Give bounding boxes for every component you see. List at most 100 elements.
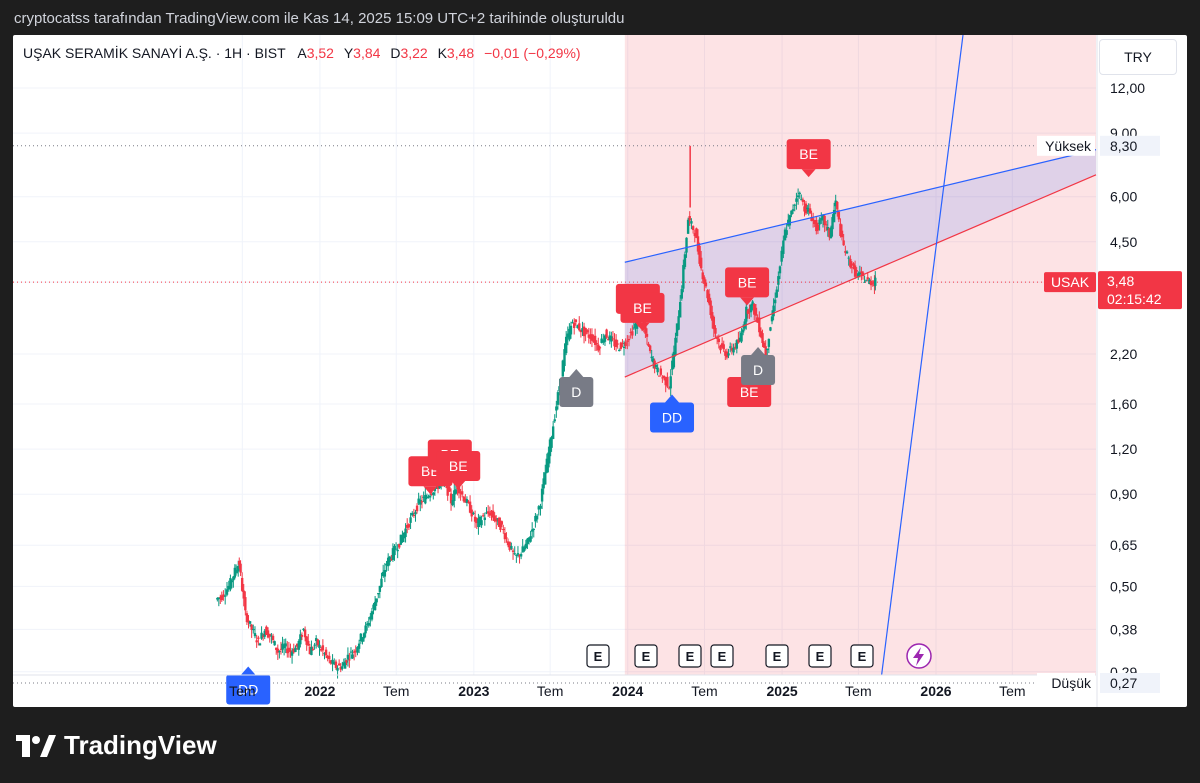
candle-body <box>598 347 602 349</box>
candle-body <box>300 635 304 637</box>
candle-body <box>240 577 244 591</box>
drawing-fills <box>624 35 1096 675</box>
candle-body <box>275 647 278 650</box>
candle-body <box>811 218 815 221</box>
candle-body <box>475 518 478 524</box>
candle-body <box>278 651 281 653</box>
candle-body <box>769 327 772 331</box>
high-label: Y <box>343 45 354 61</box>
candle-body <box>778 266 782 274</box>
candle-body <box>263 630 266 637</box>
candle-body <box>464 498 467 503</box>
candle-body <box>806 207 809 210</box>
flag-be: BE <box>740 384 759 400</box>
candle-body <box>352 651 356 653</box>
candle-body <box>430 493 433 495</box>
candle-body <box>650 356 653 359</box>
y-tick-label: 2,20 <box>1110 346 1137 362</box>
flag-be: BE <box>738 274 757 290</box>
candle-body <box>675 323 679 336</box>
candle-body <box>294 647 297 653</box>
earnings-event-icon <box>678 644 702 668</box>
candle-body <box>456 487 459 489</box>
candle-body <box>305 636 308 645</box>
flag-dd-bg <box>226 674 271 705</box>
candle-body <box>818 219 821 225</box>
high-label: Yüksek <box>1045 138 1092 154</box>
candle-body <box>866 277 869 280</box>
candle-body <box>858 272 862 275</box>
candle-body <box>477 518 480 528</box>
candle-body <box>535 515 539 520</box>
candle-body <box>503 533 507 540</box>
candle-body <box>407 524 411 528</box>
low-label: D <box>390 45 401 61</box>
currency-button[interactable]: TRY <box>1099 39 1177 75</box>
candle-body <box>401 535 404 542</box>
flag-be: BE <box>449 458 468 474</box>
candle-body <box>616 343 619 345</box>
candle-body <box>518 555 521 557</box>
candle-body <box>220 595 223 601</box>
candles <box>216 145 877 679</box>
candle-body <box>245 613 249 623</box>
candle-body <box>688 215 691 221</box>
open-value: 3,52 <box>306 45 334 61</box>
candle-body <box>328 655 331 660</box>
y-tick-label: 1,60 <box>1110 396 1137 412</box>
candle-body <box>664 377 667 386</box>
candle-body <box>621 342 624 344</box>
candle-body <box>436 485 440 490</box>
candle-body <box>255 640 258 643</box>
brand: TradingView <box>16 730 217 761</box>
candle-body <box>569 325 573 335</box>
candle-body <box>574 319 578 323</box>
x-tick-label: 2025 <box>767 683 798 699</box>
candle-body <box>547 452 550 468</box>
candle-body <box>540 488 544 502</box>
candle-body <box>795 198 798 202</box>
candle-body <box>261 635 265 637</box>
candle-body <box>467 501 470 503</box>
candle-body <box>666 376 669 387</box>
candle-body <box>658 375 661 377</box>
candle-body <box>871 282 874 284</box>
extreme-label-bg <box>1037 135 1095 156</box>
candle-body <box>727 353 730 356</box>
candle-body <box>314 638 318 641</box>
candle-body <box>425 496 429 499</box>
y-tick-label: 6,00 <box>1110 189 1137 205</box>
candle-body <box>370 611 374 620</box>
candle-body <box>427 496 430 498</box>
candle-body <box>589 334 592 339</box>
flag-dd-bg <box>650 402 695 433</box>
candle-body <box>754 307 758 316</box>
candle-body <box>321 645 325 651</box>
candle-body <box>369 616 372 620</box>
candle-body <box>393 545 396 556</box>
x-tick-label: 2024 <box>612 683 643 699</box>
candle-body <box>422 496 425 498</box>
candle-body <box>485 512 488 514</box>
candle-body <box>659 368 662 375</box>
candle-body <box>648 345 652 352</box>
symbol-tag: USAK <box>1051 274 1090 290</box>
candle-body <box>606 339 610 341</box>
candle-body <box>647 343 650 347</box>
candle-body <box>853 265 857 277</box>
candle-body <box>551 426 555 439</box>
candle-body <box>804 203 808 214</box>
candle-body <box>825 224 828 226</box>
candle-body <box>459 492 462 494</box>
candle-body <box>553 419 556 422</box>
candle-body <box>801 199 805 202</box>
candle-body <box>462 496 465 502</box>
candle-body <box>292 648 295 653</box>
candle-body <box>576 325 579 329</box>
candle-body <box>751 301 754 306</box>
flag-pointer <box>451 481 466 490</box>
candle-body <box>685 237 688 253</box>
earnings-event-icon <box>634 644 658 668</box>
